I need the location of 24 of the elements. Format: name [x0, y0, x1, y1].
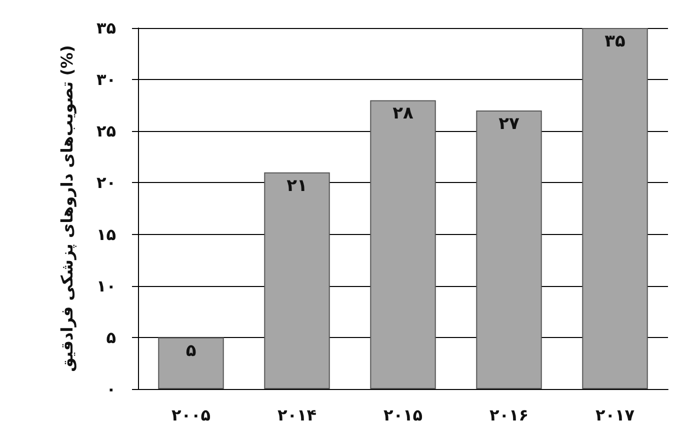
y-tick-label: ۲۰: [96, 173, 116, 192]
data-label: ۵: [186, 340, 196, 361]
y-tick-label: ۰: [106, 380, 116, 398]
x-tick-label: ۲۰۱۶: [489, 406, 529, 424]
bar: [158, 337, 224, 389]
y-axis-title: تصویب‌های داروهای پزشکی فرادقیق (%): [58, 45, 76, 372]
bar: [264, 172, 330, 389]
data-label: ۲۸: [392, 104, 414, 124]
data-label: ۲۷: [498, 114, 520, 134]
y-tick-label: ۲۵: [96, 122, 116, 141]
x-tick-label: ۲۰۱۴: [277, 406, 317, 424]
data-label: ۲۱: [286, 176, 308, 196]
x-tick-label: ۲۰۱۵: [383, 406, 423, 424]
bar: [370, 100, 436, 389]
bar: [476, 110, 542, 389]
y-tick-label: ۳۵: [96, 18, 116, 38]
y-tick-label: ۵: [106, 328, 116, 347]
y-tick-label: ۳۰: [96, 70, 116, 90]
y-tick-label: ۱۵: [96, 224, 116, 244]
x-tick-label: ۲۰۰۵: [171, 406, 211, 424]
x-tick-label: ۲۰۱۷: [595, 406, 635, 424]
bar: [582, 28, 648, 389]
data-label: ۳۵: [604, 32, 626, 52]
y-tick-label: ۱۰: [96, 276, 116, 296]
